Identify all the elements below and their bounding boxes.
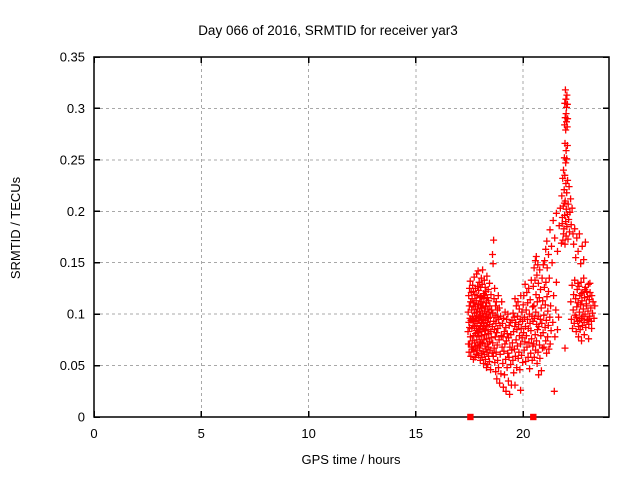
y-axis-label: SRMTID / TECUs bbox=[8, 176, 23, 279]
x-tick-label: 10 bbox=[301, 426, 315, 441]
y-tick-label: 0.05 bbox=[60, 358, 85, 373]
y-tick-label: 0.1 bbox=[67, 307, 85, 322]
y-tick-label: 0.25 bbox=[60, 152, 85, 167]
y-tick-label: 0 bbox=[78, 410, 85, 425]
x-axis-label: GPS time / hours bbox=[302, 452, 401, 467]
y-tick-label: 0.2 bbox=[67, 204, 85, 219]
x-tick-label: 0 bbox=[90, 426, 97, 441]
x-tick-label: 15 bbox=[409, 426, 423, 441]
y-tick-label: 0.35 bbox=[60, 50, 85, 65]
y-tick-label: 0.15 bbox=[60, 255, 85, 270]
x-tick-label: 5 bbox=[198, 426, 205, 441]
gridlines bbox=[94, 57, 609, 417]
flag-markers bbox=[467, 413, 537, 421]
scatter-points bbox=[464, 86, 599, 398]
x-tick-labels: 0 5 10 15 20 bbox=[90, 426, 530, 441]
flag-square-marker bbox=[530, 413, 537, 421]
chart-title: Day 066 of 2016, SRMTID for receiver yar… bbox=[198, 23, 458, 38]
y-tick-labels: 0 0.05 0.1 0.15 0.2 0.25 0.3 0.35 bbox=[60, 50, 85, 425]
y-tick-label: 0.3 bbox=[67, 101, 85, 116]
x-tick-label: 20 bbox=[516, 426, 530, 441]
plot-border bbox=[93, 56, 610, 418]
flag-square-marker bbox=[467, 413, 474, 421]
